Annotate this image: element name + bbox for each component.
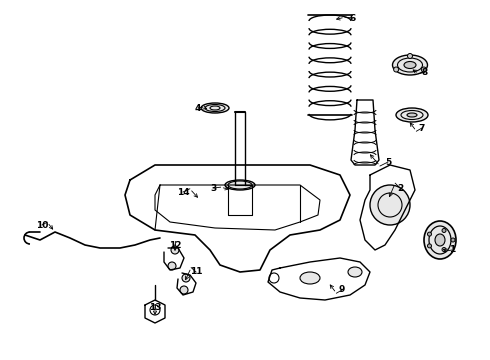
Text: 8: 8 xyxy=(422,68,428,77)
Circle shape xyxy=(442,229,446,233)
Circle shape xyxy=(451,238,455,242)
Ellipse shape xyxy=(225,180,255,190)
Text: 10: 10 xyxy=(36,220,48,230)
Ellipse shape xyxy=(424,221,456,259)
Ellipse shape xyxy=(435,234,445,246)
Circle shape xyxy=(427,244,432,248)
Text: 6: 6 xyxy=(350,14,356,23)
Circle shape xyxy=(427,232,432,236)
Circle shape xyxy=(421,67,426,72)
Circle shape xyxy=(370,185,410,225)
Ellipse shape xyxy=(404,62,416,68)
Circle shape xyxy=(180,286,188,294)
Ellipse shape xyxy=(348,267,362,277)
Text: 1: 1 xyxy=(449,246,455,255)
Circle shape xyxy=(393,67,399,72)
Text: 13: 13 xyxy=(149,303,161,312)
Text: 3: 3 xyxy=(210,184,216,193)
Text: 11: 11 xyxy=(190,267,202,276)
Circle shape xyxy=(168,262,176,270)
Text: 9: 9 xyxy=(339,285,345,294)
Text: 4: 4 xyxy=(195,104,201,112)
Text: 2: 2 xyxy=(397,184,403,193)
Circle shape xyxy=(171,246,179,254)
Text: 5: 5 xyxy=(385,158,391,166)
Text: 14: 14 xyxy=(177,188,189,197)
Ellipse shape xyxy=(201,103,229,113)
Ellipse shape xyxy=(396,108,428,122)
Ellipse shape xyxy=(392,55,427,75)
Circle shape xyxy=(442,248,446,252)
Text: 7: 7 xyxy=(419,123,425,132)
Circle shape xyxy=(408,54,413,59)
Text: 12: 12 xyxy=(169,240,181,249)
Ellipse shape xyxy=(407,113,417,117)
Ellipse shape xyxy=(300,272,320,284)
Circle shape xyxy=(182,274,190,282)
